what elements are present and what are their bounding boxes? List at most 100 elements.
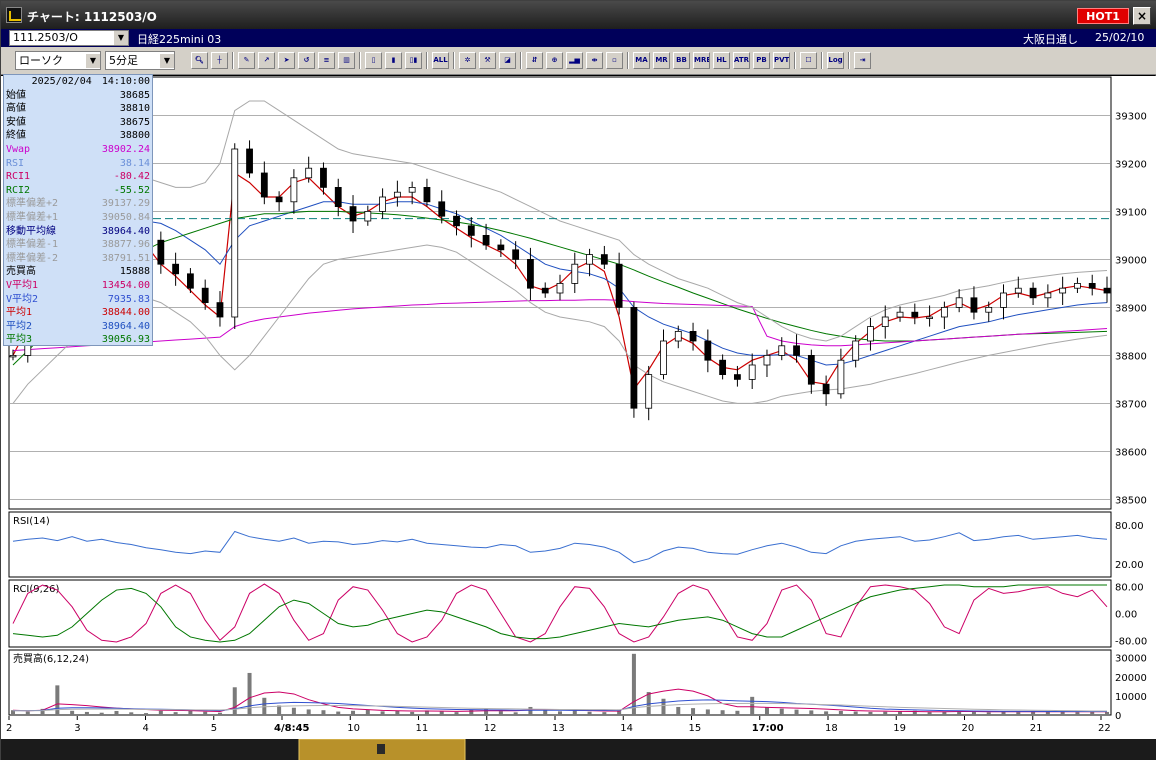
- volume-bar: [809, 710, 814, 715]
- title-bar[interactable]: チャート: 1112503/O HOT1 ×: [1, 1, 1156, 29]
- chevron-down-icon[interactable]: ▼: [86, 54, 100, 68]
- data-panel-value: 38800: [119, 130, 150, 142]
- toolbar-button-atr[interactable]: ATR: [733, 52, 750, 69]
- list-icon[interactable]: ≡: [318, 52, 335, 69]
- candle-body: [260, 172, 268, 198]
- x-tick-label: 4: [143, 723, 149, 734]
- candle-body: [1074, 282, 1081, 289]
- pen-icon[interactable]: ✎: [238, 52, 255, 69]
- toolbar-separator: [520, 52, 522, 69]
- bar-icon[interactable]: ▂▅: [566, 52, 583, 69]
- candle-body: [453, 215, 460, 227]
- close-icon[interactable]: ×: [1133, 7, 1151, 25]
- toolbar-button-bb[interactable]: BB: [673, 52, 690, 69]
- toolbar-button-pvt[interactable]: PVT: [773, 52, 790, 69]
- candle3-icon[interactable]: ▯▮: [405, 52, 422, 69]
- data-panel-row: Vwap 38902.24: [6, 143, 150, 157]
- gear-icon[interactable]: ✲: [459, 52, 476, 69]
- volume-bar: [676, 706, 681, 715]
- crosshair-icon[interactable]: ┼: [211, 52, 228, 69]
- chart-canvas[interactable]: 39300 39200 39100 39000 38900 38800 38700 38600…: [1, 76, 1156, 760]
- toolbar-separator: [453, 52, 455, 69]
- chevron-down-icon[interactable]: ▼: [114, 31, 128, 45]
- data-panel-label: 標準偏差-2: [6, 252, 59, 264]
- blank-icon[interactable]: ▫: [606, 52, 623, 69]
- candle-body: [1088, 282, 1096, 289]
- search-icon[interactable]: 🔍︎: [191, 52, 208, 69]
- chevron-down-icon[interactable]: ▼: [160, 54, 174, 68]
- chart-app-icon: [6, 7, 22, 23]
- data-panel-row: 標準偏差+2 39137.29: [6, 197, 150, 211]
- wrench-icon[interactable]: ⚒: [479, 52, 496, 69]
- x-tick-label: 17:00: [752, 723, 784, 734]
- x-tick-label: 18: [825, 723, 838, 734]
- toolbar-button-log[interactable]: Log: [827, 52, 844, 69]
- rsi-tick-label: 80.00: [1115, 521, 1144, 532]
- data-panel-row: 標準偏差-2 38791.51: [6, 252, 150, 266]
- candle-body: [674, 330, 682, 342]
- data-panel-value: 13454.00: [101, 279, 150, 291]
- scrollbar-grip-icon[interactable]: [377, 744, 385, 754]
- symbol-value: 111.2503/O: [13, 31, 78, 44]
- redraw-icon[interactable]: ↺: [298, 52, 315, 69]
- data-panel-label: 売買高: [6, 266, 36, 278]
- volume-bar: [1060, 711, 1065, 715]
- zoom-icon[interactable]: ⊕: [546, 52, 563, 69]
- volume-bar: [543, 710, 548, 715]
- export-icon[interactable]: ⇥: [854, 52, 871, 69]
- toolbar-button-pb[interactable]: PB: [753, 52, 770, 69]
- volume-bar: [587, 711, 592, 715]
- chart-type-select[interactable]: ローソク ▼: [15, 51, 101, 70]
- volume-tick-label: 30000: [1115, 654, 1147, 665]
- candle2-icon[interactable]: ▮: [385, 52, 402, 69]
- palette-icon[interactable]: ◪: [499, 52, 516, 69]
- volume-bar: [705, 709, 710, 715]
- data-panel-label: 移動平均線: [6, 225, 56, 237]
- box-icon[interactable]: ☐: [800, 52, 817, 69]
- scrollbar-canvas[interactable]: [1, 738, 1156, 760]
- volume-bar: [291, 707, 296, 715]
- price-tick-label: 39200: [1115, 159, 1147, 170]
- volume-bar: [971, 711, 976, 715]
- volume-bar: [321, 710, 326, 715]
- volume-bar: [779, 708, 784, 715]
- volume-bar: [513, 712, 518, 715]
- draw-icon[interactable]: ↗: [258, 52, 275, 69]
- data-panel-row: 平均3 39056.93: [6, 333, 150, 347]
- scrollbar-track[interactable]: [1, 739, 1156, 760]
- chart-area[interactable]: 39300 39200 39100 39000 38900 38800 38700 38600…: [1, 76, 1156, 760]
- toolbar-button-hl[interactable]: HL: [713, 52, 730, 69]
- time-scrollbar[interactable]: [1, 738, 1156, 760]
- split-icon[interactable]: ⇹: [586, 52, 603, 69]
- price-tick-label: 39000: [1115, 255, 1147, 266]
- symbol-select[interactable]: 111.2503/O ▼: [9, 30, 129, 46]
- cursor-icon[interactable]: ➤: [278, 52, 295, 69]
- x-tick-label: 12: [484, 723, 497, 734]
- data-panel-value: 38.14: [119, 157, 150, 169]
- interval-select[interactable]: 5分足 ▼: [105, 51, 175, 70]
- candle-body: [438, 201, 446, 217]
- toolbar-button-ma[interactable]: MA: [633, 52, 650, 69]
- trash-icon[interactable]: ▥: [338, 52, 355, 69]
- hot1-button[interactable]: HOT1: [1077, 8, 1129, 24]
- toolbar-button-mr[interactable]: MR: [653, 52, 670, 69]
- data-panel-value: 15888: [119, 266, 150, 278]
- candle-body: [748, 364, 756, 380]
- volume-bar: [824, 711, 829, 715]
- toolbar-button-all[interactable]: ALL: [432, 52, 449, 69]
- sort-icon[interactable]: ⇵: [526, 52, 543, 69]
- candle-body: [793, 345, 800, 356]
- candle-icon[interactable]: ▯: [365, 52, 382, 69]
- candle-body: [201, 287, 209, 303]
- candle-body: [1059, 287, 1067, 294]
- toolbar-separator: [359, 52, 361, 69]
- x-tick-label: 22: [1098, 723, 1111, 734]
- rci-panel-title: RCI(9,26): [13, 584, 60, 595]
- volume-bar: [661, 698, 666, 715]
- volume-bar: [365, 710, 370, 715]
- candle-body: [1044, 292, 1052, 299]
- data-panel-label: 高値: [6, 103, 26, 115]
- candle-body: [423, 187, 431, 203]
- toolbar-button-mre[interactable]: MRE: [693, 52, 710, 69]
- data-panel-label: 平均1: [6, 307, 33, 319]
